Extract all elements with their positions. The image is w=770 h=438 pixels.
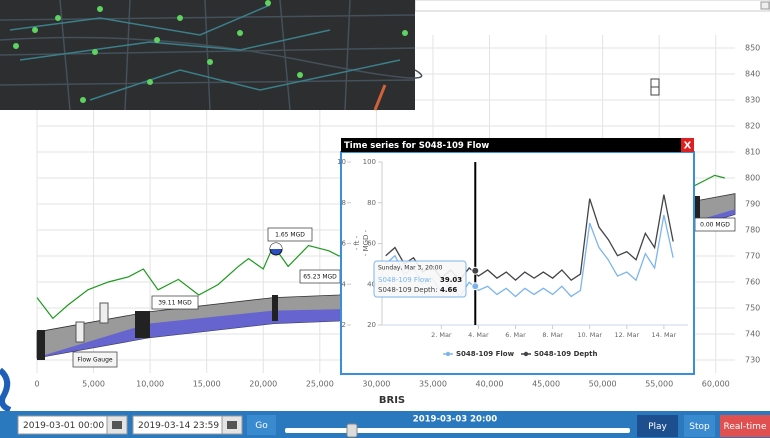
toolbar bbox=[415, 0, 770, 11]
x-tick-label: 2. Mar bbox=[431, 331, 452, 339]
flow-label: 65.23 MGD bbox=[303, 274, 337, 281]
x-tick-label: 8. Mar bbox=[542, 331, 563, 339]
y-axis-title: - ft - bbox=[353, 235, 361, 250]
x-tick-label: 30,000 bbox=[362, 380, 390, 389]
x-tick-label: 50,000 bbox=[589, 380, 617, 389]
y-tick-label: 750 bbox=[745, 304, 760, 313]
flow-label: 1.65 MGD bbox=[275, 232, 305, 239]
time-slider-handle[interactable] bbox=[347, 424, 357, 437]
control-bar: 2019-03-01 00:00 2019-03-14 23:59 Go 201… bbox=[0, 411, 770, 438]
x-tick-label: 25,000 bbox=[306, 380, 334, 389]
y2-tick-label: 100 bbox=[363, 158, 376, 166]
y-tick-label: 810 bbox=[745, 148, 760, 157]
time-slider-track[interactable] bbox=[285, 428, 630, 433]
tooltip-date: Sunday, Mar 3, 20:00 bbox=[378, 265, 443, 272]
close-label[interactable]: X bbox=[684, 141, 692, 152]
y2-tick-label: 20 bbox=[367, 321, 376, 329]
tooltip-point bbox=[472, 283, 479, 290]
y-tick-label: 790 bbox=[745, 200, 760, 209]
legend-marker bbox=[446, 352, 450, 356]
tooltip-label: S048-109 Flow: bbox=[378, 276, 432, 284]
play-label[interactable]: Play bbox=[648, 422, 667, 432]
y-tick-label: 730 bbox=[745, 356, 760, 365]
y-tick-label: 820 bbox=[745, 122, 760, 131]
tooltip-label: S048-109 Depth: bbox=[378, 286, 438, 294]
y-tick-label: 780 bbox=[745, 226, 760, 235]
toolbar-button[interactable] bbox=[761, 2, 769, 9]
legend-marker bbox=[524, 352, 528, 356]
x-tick-label: 5,000 bbox=[82, 380, 105, 389]
tooltip-point bbox=[472, 267, 479, 274]
app-view: 7307407507607707807908008108208308408500… bbox=[0, 0, 770, 438]
popup-title: Time series for S048-109 Flow bbox=[344, 141, 489, 151]
stop-label[interactable]: Stop bbox=[689, 422, 710, 432]
y-tick-label: 850 bbox=[745, 44, 760, 53]
y-tick-label: 800 bbox=[745, 174, 760, 183]
y2-axis-title: - MGD - bbox=[362, 229, 370, 256]
start-time[interactable]: 2019-03-01 00:00 bbox=[23, 421, 104, 431]
y-tick-label: 4 bbox=[342, 280, 347, 288]
page: 7307407507607707807908008108208308408500… bbox=[0, 0, 770, 438]
end-time[interactable]: 2019-03-14 23:59 bbox=[138, 421, 219, 431]
legend-label: S048-109 Flow bbox=[456, 350, 515, 358]
y-tick-label: 740 bbox=[745, 330, 760, 339]
y-tick-label: 6 bbox=[342, 240, 347, 248]
calendar-icon bbox=[112, 421, 122, 429]
y-tick-label: 8 bbox=[342, 199, 346, 207]
manhole bbox=[37, 330, 45, 360]
x-tick-label: 15,000 bbox=[193, 380, 221, 389]
map[interactable] bbox=[0, 0, 422, 110]
x-tick-label: 10,000 bbox=[136, 380, 164, 389]
y-tick-label: 830 bbox=[745, 96, 760, 105]
x-tick-label: 40,000 bbox=[476, 380, 504, 389]
x-tick-label: 60,000 bbox=[702, 380, 730, 389]
calendar-icon bbox=[227, 421, 237, 429]
current-time: 2019-03-03 20:00 bbox=[413, 415, 497, 425]
y2-tick-label: 80 bbox=[367, 199, 376, 207]
tooltip-value: 4.66 bbox=[440, 286, 457, 294]
y-tick-label: 770 bbox=[745, 252, 760, 261]
realtime-label[interactable]: Real-time bbox=[724, 422, 767, 432]
gauge-label: Flow Gauge bbox=[77, 357, 113, 364]
legend-label: S048-109 Depth bbox=[534, 350, 598, 358]
x-tick-label: 6. Mar bbox=[505, 331, 526, 339]
x-tick-label: 55,000 bbox=[645, 380, 673, 389]
x-tick-label: 12. Mar bbox=[614, 331, 639, 339]
popup: Time series for S048-109 Flow X 2 4 6 8 10 20… bbox=[337, 138, 694, 374]
gauge bbox=[76, 322, 84, 342]
y-tick-label: 2 bbox=[342, 321, 346, 329]
x-tick-label: 4. Mar bbox=[468, 331, 489, 339]
y-tick-label: 760 bbox=[745, 278, 760, 287]
manhole bbox=[272, 295, 278, 321]
x-tick-label: 35,000 bbox=[419, 380, 447, 389]
manhole bbox=[135, 311, 150, 338]
tooltip-value: 39.03 bbox=[440, 276, 462, 284]
x-tick-label: 20,000 bbox=[249, 380, 277, 389]
x-tick-label: 0 bbox=[34, 380, 39, 389]
x-tick-label: 45,000 bbox=[532, 380, 560, 389]
flow-label: 0.00 MGD bbox=[700, 222, 730, 229]
go-label[interactable]: Go bbox=[255, 421, 268, 431]
x-tick-label: 14. Mar bbox=[652, 331, 677, 339]
x-axis-title: BRIS bbox=[379, 395, 405, 406]
y-tick-label: 10 bbox=[337, 158, 346, 166]
gauge bbox=[100, 303, 108, 323]
x-tick-label: 10. Mar bbox=[577, 331, 602, 339]
flow-label: 39.11 MGD bbox=[158, 300, 192, 307]
y-tick-label: 840 bbox=[745, 70, 760, 79]
